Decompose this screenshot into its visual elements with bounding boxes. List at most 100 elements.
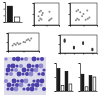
cell bbox=[27, 64, 32, 69]
figure bbox=[0, 0, 100, 97]
panel-bar bbox=[55, 64, 74, 92]
tick bbox=[55, 63, 57, 64]
point bbox=[73, 47, 75, 49]
axis-line bbox=[35, 26, 60, 27]
panel-scatter bbox=[33, 3, 60, 27]
bars bbox=[57, 69, 72, 91]
axis-line bbox=[81, 91, 98, 92]
tick bbox=[79, 63, 81, 64]
point bbox=[42, 12, 44, 14]
x-axis bbox=[9, 51, 40, 53]
cell bbox=[10, 87, 14, 91]
tick bbox=[4, 2, 6, 3]
point bbox=[78, 19, 80, 21]
cell bbox=[39, 83, 42, 86]
cell bbox=[42, 68, 45, 71]
x-axis bbox=[61, 53, 98, 55]
tick bbox=[24, 51, 25, 53]
panel-bar bbox=[4, 3, 23, 23]
point bbox=[83, 13, 85, 15]
point bbox=[75, 10, 77, 12]
tick-mark bbox=[59, 44, 61, 45]
point bbox=[91, 48, 93, 50]
tick-mark bbox=[7, 42, 9, 43]
tick bbox=[69, 25, 71, 26]
micrograph-background bbox=[4, 57, 46, 95]
tick-mark bbox=[55, 63, 57, 64]
panel-bar bbox=[79, 64, 98, 92]
cell bbox=[12, 57, 16, 61]
point bbox=[64, 41, 66, 43]
tick bbox=[59, 53, 61, 54]
tick bbox=[33, 14, 35, 15]
cell bbox=[32, 79, 35, 82]
axis-line bbox=[4, 3, 6, 23]
tick-mark bbox=[4, 2, 6, 3]
point bbox=[41, 19, 43, 21]
tick-mark bbox=[55, 77, 57, 78]
cell bbox=[35, 64, 39, 68]
point bbox=[82, 41, 84, 43]
cell bbox=[21, 72, 24, 75]
cell bbox=[40, 79, 45, 84]
tick bbox=[65, 53, 66, 55]
cell bbox=[16, 57, 21, 62]
tick bbox=[33, 25, 35, 26]
cell bbox=[39, 64, 44, 69]
point bbox=[24, 41, 26, 43]
axis-line bbox=[33, 4, 35, 26]
cell bbox=[36, 57, 39, 60]
point bbox=[16, 42, 18, 44]
micrograph bbox=[4, 57, 46, 95]
point bbox=[40, 10, 42, 12]
tick bbox=[84, 25, 85, 27]
tick bbox=[79, 77, 81, 78]
tick bbox=[7, 42, 9, 43]
bar bbox=[93, 77, 96, 91]
tick-mark bbox=[24, 51, 25, 53]
y-axis bbox=[59, 36, 61, 54]
tick bbox=[39, 51, 40, 53]
point bbox=[73, 47, 75, 49]
x-axis bbox=[71, 25, 98, 27]
cell bbox=[11, 64, 16, 69]
tick bbox=[97, 25, 98, 27]
cell bbox=[6, 87, 9, 90]
tick bbox=[55, 77, 57, 78]
x-axis bbox=[81, 91, 98, 93]
bar bbox=[89, 76, 92, 91]
cell bbox=[27, 83, 30, 86]
point bbox=[64, 39, 66, 41]
tick-mark bbox=[59, 35, 61, 36]
cell bbox=[41, 72, 45, 76]
axis-line bbox=[9, 52, 40, 53]
bar bbox=[15, 17, 20, 22]
point bbox=[15, 44, 17, 46]
x-axis bbox=[35, 25, 60, 27]
tick-mark bbox=[59, 53, 61, 54]
tick bbox=[69, 3, 71, 4]
cell bbox=[22, 87, 25, 90]
point bbox=[77, 9, 79, 11]
tick-mark bbox=[69, 25, 71, 26]
axis-line bbox=[69, 4, 71, 26]
tick-mark bbox=[65, 53, 66, 55]
bars bbox=[7, 6, 20, 22]
cell bbox=[10, 68, 13, 71]
bar bbox=[7, 6, 12, 22]
plot-frame bbox=[34, 3, 59, 25]
tick bbox=[69, 14, 71, 15]
tick bbox=[79, 91, 81, 92]
point bbox=[29, 40, 31, 42]
cell bbox=[34, 87, 37, 90]
axis-line bbox=[79, 64, 81, 92]
plot-frame bbox=[8, 33, 39, 51]
cell bbox=[36, 79, 40, 83]
cell bbox=[25, 72, 29, 76]
tick-mark bbox=[47, 25, 48, 27]
tick-mark bbox=[55, 91, 57, 92]
point bbox=[82, 43, 84, 45]
cell bbox=[37, 72, 40, 75]
cell bbox=[19, 83, 24, 88]
cell bbox=[34, 68, 39, 73]
